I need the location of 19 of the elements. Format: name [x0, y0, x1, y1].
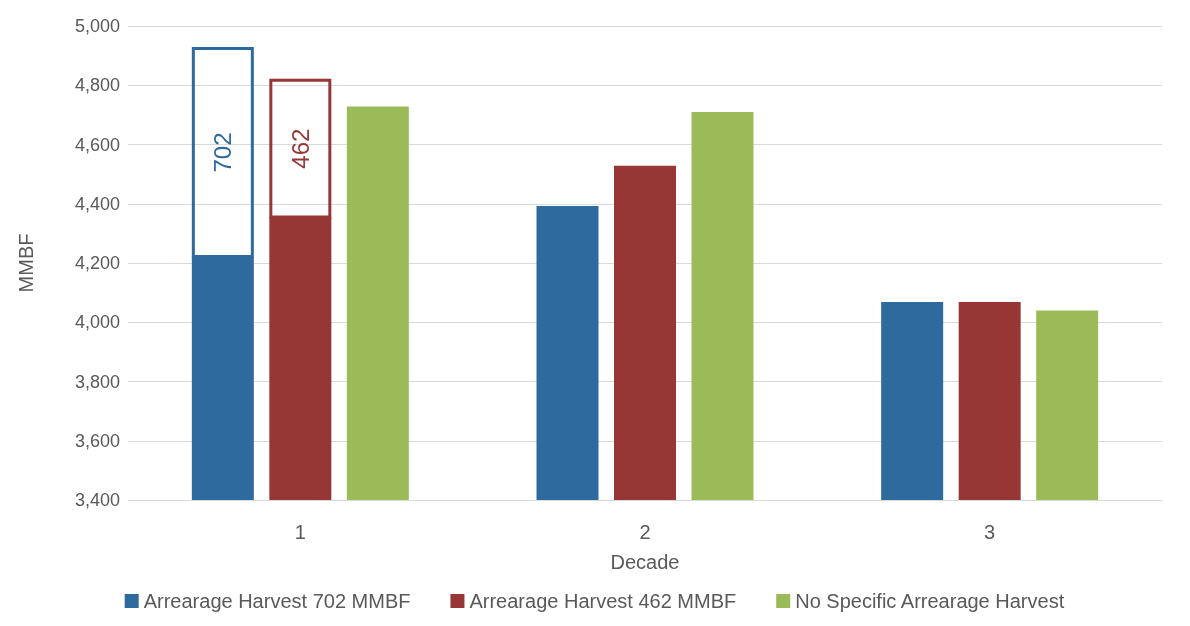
- y-tick-label: 3,800: [74, 371, 120, 392]
- y-tick-label: 4,600: [74, 134, 120, 155]
- x-tick-label: 3: [984, 521, 996, 543]
- x-tick-label: 1: [294, 521, 306, 543]
- data-label: 462: [286, 128, 314, 169]
- y-tick-label: 3,400: [74, 490, 120, 510]
- data-label: 702: [209, 132, 237, 173]
- legend-label: No Specific Arrearage Harvest: [795, 590, 1065, 612]
- x-axis-title: Decade: [610, 551, 680, 573]
- y-tick-label: 4,000: [74, 312, 120, 333]
- legend-label: Arrearage Harvest 462 MMBF: [469, 590, 737, 612]
- y-tick-label: 4,400: [74, 193, 120, 214]
- legend-label: Arrearage Harvest 702 MMBF: [143, 590, 411, 612]
- y-tick-label: 4,200: [74, 253, 120, 273]
- y-tick-label: 5,000: [74, 16, 120, 36]
- y-tick-label: 3,600: [74, 430, 120, 451]
- y-tick-label: 4,800: [74, 75, 120, 96]
- y-axis-title: MMBF: [15, 233, 37, 293]
- x-tick-label: 2: [639, 521, 651, 543]
